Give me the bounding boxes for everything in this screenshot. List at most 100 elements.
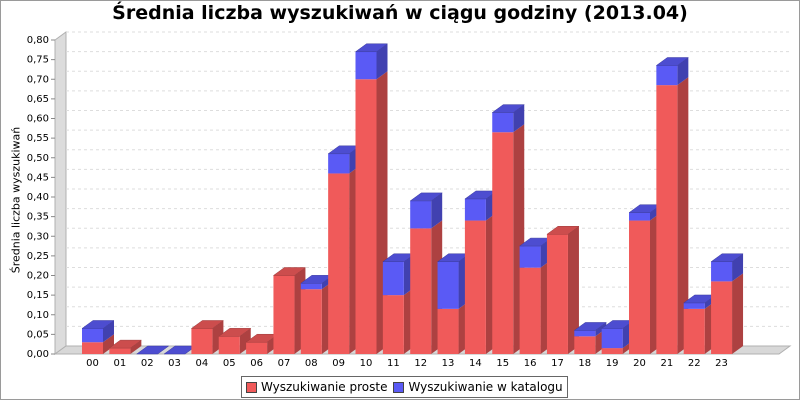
bar-side — [513, 104, 525, 133]
bar-top — [272, 267, 307, 276]
bar-side — [376, 43, 388, 80]
x-tick-label: 06 — [250, 358, 263, 369]
bar-top — [655, 57, 690, 66]
bar — [355, 79, 377, 354]
bar-side — [595, 322, 607, 337]
y-tick-label: 0,20 — [27, 271, 49, 282]
bar — [492, 132, 514, 354]
bar — [656, 65, 678, 86]
x-tick-label: 15 — [496, 358, 509, 369]
bar-top — [409, 192, 443, 202]
bar-side — [567, 226, 579, 354]
bar — [300, 283, 322, 290]
bar-side — [103, 320, 114, 343]
x-tick-label: 19 — [606, 358, 619, 369]
bar-side — [677, 77, 689, 354]
y-tick-label: 0,15 — [27, 290, 49, 301]
bar — [328, 173, 350, 354]
x-tick-label: 08 — [305, 358, 318, 369]
x-tick-label: 16 — [524, 358, 537, 369]
bar — [437, 308, 459, 354]
x-tick-label: 10 — [360, 358, 373, 369]
bar — [683, 302, 705, 309]
y-tick-label: 0,70 — [27, 74, 49, 85]
bar — [464, 220, 486, 354]
bar — [629, 220, 650, 354]
y-tick-label: 0,05 — [27, 329, 49, 340]
y-tick-label: 0,00 — [27, 349, 49, 360]
legend-label-katalog: Wyszukiwanie w katalogu — [408, 380, 563, 394]
bar-side — [431, 192, 443, 229]
x-tick-label: 07 — [278, 358, 291, 369]
bar — [82, 342, 103, 354]
x-tick-label: 20 — [633, 358, 646, 369]
y-tick-label: 0,80 — [27, 35, 49, 46]
bar-top — [135, 345, 170, 355]
legend-swatch-katalog — [393, 381, 405, 393]
x-tick-label: 05 — [223, 358, 236, 369]
y-tick-label: 0,45 — [27, 172, 49, 183]
bar — [464, 198, 486, 221]
bar — [437, 261, 459, 309]
bar — [328, 153, 350, 174]
bar-top — [354, 43, 389, 53]
bar — [382, 295, 404, 354]
legend-item-proste: Wyszukiwanie proste — [246, 380, 387, 394]
y-tick-label: 0,30 — [27, 231, 49, 242]
bar-top — [108, 339, 143, 349]
x-tick-label: 04 — [196, 358, 209, 369]
y-tick-label: 0,50 — [27, 153, 49, 164]
bar — [601, 348, 623, 354]
legend: Wyszukiwanie proste Wyszukiwanie w katal… — [241, 376, 568, 398]
bar-side — [103, 334, 114, 354]
bar-top — [190, 320, 225, 329]
bar — [300, 289, 322, 354]
y-tick-label: 0,60 — [27, 114, 49, 125]
bar-top — [491, 104, 526, 113]
legend-item-katalog: Wyszukiwanie w katalogu — [393, 380, 563, 394]
bar — [574, 336, 596, 354]
bar — [246, 342, 268, 354]
bar — [574, 330, 596, 337]
y-tick-label: 0,25 — [27, 251, 49, 262]
y-tick-label: 0,40 — [27, 192, 49, 203]
x-tick-label: 01 — [113, 358, 126, 369]
bar-top — [573, 322, 608, 331]
bar — [601, 328, 623, 349]
x-tick-label: 17 — [551, 358, 564, 369]
x-tick-label: 21 — [660, 358, 673, 369]
bar — [519, 267, 541, 354]
bar — [410, 200, 432, 229]
bar-top — [81, 320, 115, 329]
bar — [273, 275, 295, 354]
y-tick-label: 0,65 — [27, 94, 49, 105]
x-tick-label: 12 — [414, 358, 427, 369]
bar — [382, 261, 404, 296]
y-tick-label: 0,35 — [27, 212, 49, 223]
x-tick-label: 22 — [688, 358, 701, 369]
x-tick-label: 03 — [168, 358, 181, 369]
x-tick-label: 02 — [141, 358, 154, 369]
y-tick-label: 0,75 — [27, 55, 49, 66]
bar-side — [677, 57, 689, 86]
bar — [410, 228, 432, 354]
legend-label-proste: Wyszukiwanie proste — [261, 380, 388, 394]
bar — [711, 261, 733, 282]
bar-top — [710, 253, 744, 263]
bar — [683, 308, 705, 354]
y-tick-label: 0,55 — [27, 133, 49, 144]
x-tick-label: 18 — [578, 358, 591, 369]
bar-side — [130, 340, 142, 354]
bar — [711, 281, 733, 354]
bar — [629, 212, 650, 221]
bar — [656, 85, 678, 354]
bar — [218, 336, 240, 354]
bar-side — [732, 253, 744, 282]
bar-top — [217, 328, 252, 337]
y-tick-label: 0,10 — [27, 310, 49, 321]
legend-swatch-proste — [246, 381, 257, 393]
bar — [546, 234, 568, 354]
bar — [191, 328, 213, 354]
bar — [492, 112, 514, 133]
